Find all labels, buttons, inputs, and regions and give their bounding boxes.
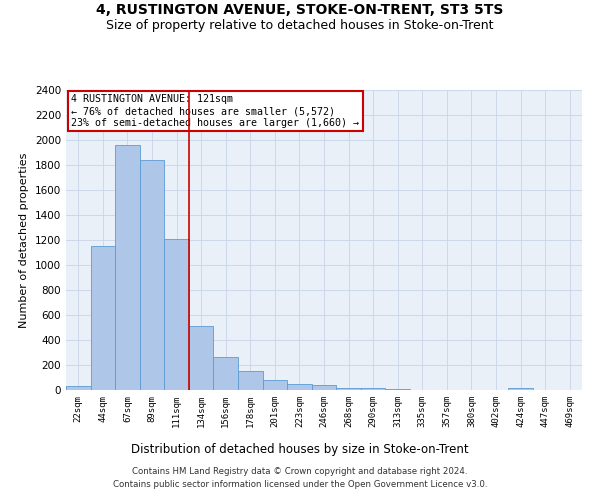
- Bar: [263, 380, 287, 390]
- Bar: [214, 357, 238, 390]
- Text: Contains public sector information licensed under the Open Government Licence v3: Contains public sector information licen…: [113, 480, 487, 489]
- Bar: [189, 326, 214, 390]
- Y-axis label: Number of detached properties: Number of detached properties: [19, 152, 29, 328]
- Bar: [287, 384, 312, 390]
- Text: Size of property relative to detached houses in Stoke-on-Trent: Size of property relative to detached ho…: [106, 18, 494, 32]
- Text: 4 RUSTINGTON AVENUE: 121sqm
← 76% of detached houses are smaller (5,572)
23% of : 4 RUSTINGTON AVENUE: 121sqm ← 76% of det…: [71, 94, 359, 128]
- Bar: [115, 145, 140, 390]
- Bar: [164, 239, 189, 390]
- Bar: [66, 386, 91, 390]
- Text: 4, RUSTINGTON AVENUE, STOKE-ON-TRENT, ST3 5TS: 4, RUSTINGTON AVENUE, STOKE-ON-TRENT, ST…: [97, 2, 503, 16]
- Bar: [361, 388, 385, 390]
- Text: Contains HM Land Registry data © Crown copyright and database right 2024.: Contains HM Land Registry data © Crown c…: [132, 468, 468, 476]
- Bar: [508, 388, 533, 390]
- Text: Distribution of detached houses by size in Stoke-on-Trent: Distribution of detached houses by size …: [131, 442, 469, 456]
- Bar: [312, 385, 336, 390]
- Bar: [385, 388, 410, 390]
- Bar: [336, 388, 361, 390]
- Bar: [238, 370, 263, 390]
- Bar: [140, 160, 164, 390]
- Bar: [91, 246, 115, 390]
